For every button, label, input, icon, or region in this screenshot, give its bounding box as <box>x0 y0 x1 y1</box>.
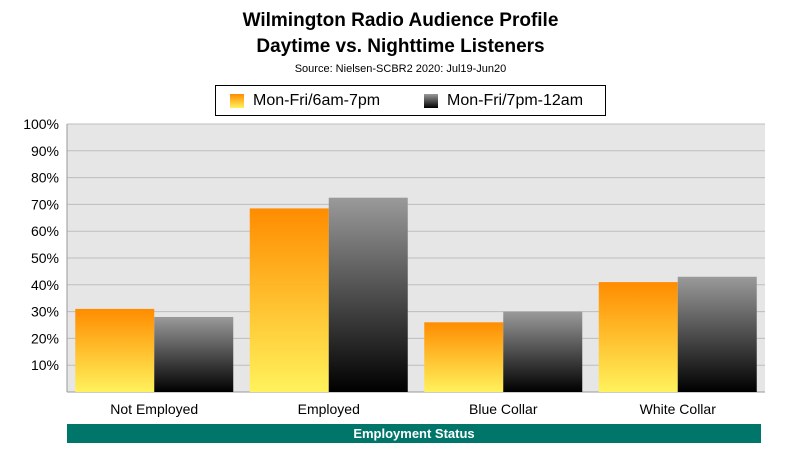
x-tick-label: White Collar <box>640 401 717 417</box>
legend-swatch-nighttime <box>424 94 438 108</box>
bar-nighttime <box>677 276 757 392</box>
chart-title-line2: Daytime vs. Nighttime Listeners <box>256 36 545 57</box>
bar-nighttime <box>154 316 234 392</box>
bar-nighttime <box>503 311 583 392</box>
chart-legend: Mon-Fri/6am-7pm Mon-Fri/7pm-12am <box>215 85 606 116</box>
bar-daytime <box>249 208 329 392</box>
y-tick-label: 50% <box>31 250 59 266</box>
y-tick-label: 40% <box>31 277 59 293</box>
y-tick-label: 90% <box>31 143 59 159</box>
legend-label-daytime: Mon-Fri/6am-7pm <box>253 92 381 109</box>
legend-item-daytime: Mon-Fri/6am-7pm <box>230 91 380 111</box>
legend-item-nighttime: Mon-Fri/7pm-12am <box>424 91 583 111</box>
y-tick-label: 70% <box>31 196 59 212</box>
bar-nighttime <box>328 197 408 392</box>
bar-chart: 10% 20% 30% 40% 50% 60% 70% 80% 90% 100% Not Emplo… <box>23 116 765 417</box>
bar-daytime <box>424 322 504 392</box>
y-tick-label: 30% <box>31 304 59 320</box>
legend-swatch-daytime <box>230 94 244 108</box>
y-tick-label: 10% <box>31 357 59 373</box>
y-tick-label: 60% <box>31 223 59 239</box>
x-tick-label: Not Employed <box>110 401 198 417</box>
chart-subtitle: Source: Nielsen-SCBR2 2020: Jul19-Jun20 <box>294 63 507 75</box>
y-tick-label: 20% <box>31 330 59 346</box>
y-tick-label: 80% <box>31 170 59 186</box>
legend-label-nighttime: Mon-Fri/7pm-12am <box>447 92 584 109</box>
chart-title-line1: Wilmington Radio Audience Profile <box>242 10 559 31</box>
x-axis-title: Employment Status <box>67 424 761 443</box>
y-tick-label: 100% <box>23 116 59 132</box>
bar-daytime <box>598 282 678 392</box>
x-tick-label: Employed <box>298 401 360 417</box>
bar-daytime <box>75 308 155 392</box>
x-tick-label: Blue Collar <box>469 401 538 417</box>
